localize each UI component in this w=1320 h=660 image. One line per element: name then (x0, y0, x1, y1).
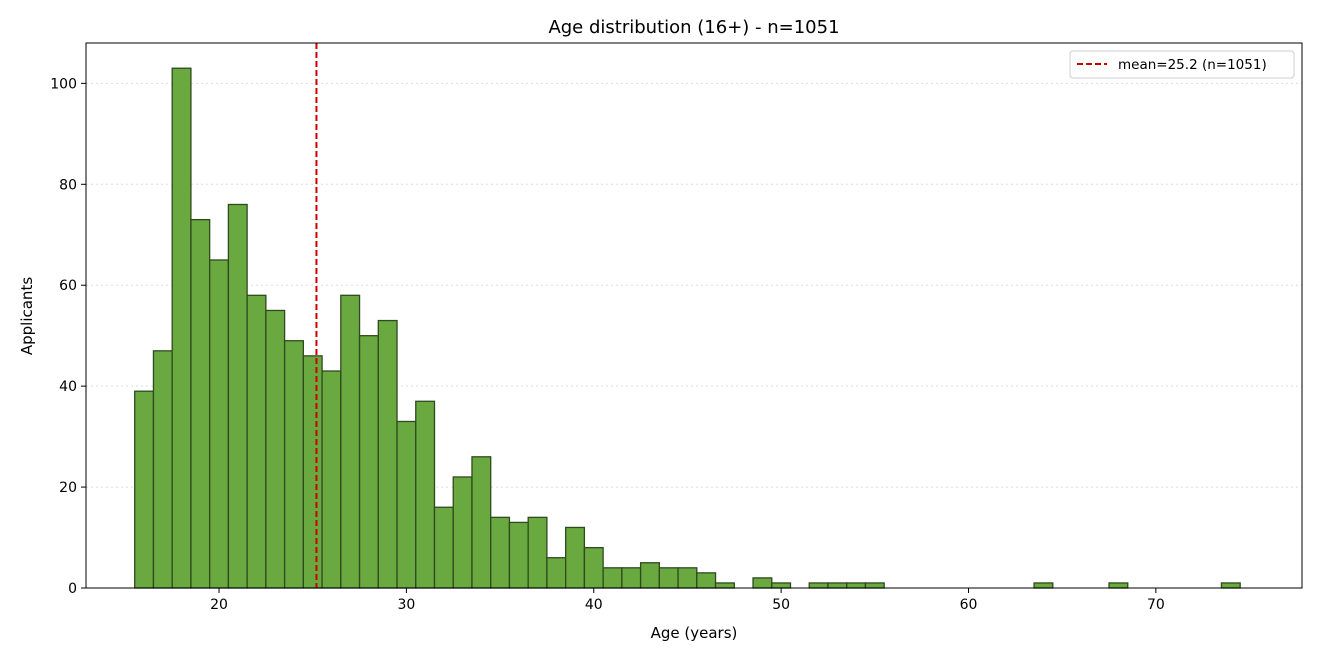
histogram-bar (677, 567, 698, 589)
bars-layer (134, 67, 1241, 589)
y-tick-label: 40 (59, 379, 77, 395)
histogram-bar (527, 516, 548, 589)
x-axis-label: Age (years) (651, 624, 738, 642)
histogram-bar (639, 562, 660, 589)
histogram-bar (302, 355, 323, 589)
histogram-bar (827, 582, 848, 589)
histogram-bar (658, 567, 679, 589)
histogram-bar (565, 526, 586, 589)
histogram-bar (321, 370, 342, 589)
histogram-bar (771, 582, 792, 589)
histogram-bar (846, 582, 867, 589)
histogram-bar (377, 319, 398, 589)
histogram-bar (714, 582, 735, 589)
histogram-bar (508, 521, 529, 589)
histogram-bar (808, 582, 829, 589)
histogram-bar (190, 218, 211, 589)
x-tick-label: 20 (210, 597, 228, 613)
histogram-bar (602, 567, 623, 589)
histogram-bar (209, 259, 230, 589)
x-tick-label: 70 (1147, 597, 1165, 613)
x-axis-ticks: 20 30 40 50 60 70 (210, 588, 1165, 613)
histogram-bar (358, 335, 379, 589)
y-axis-ticks: 0 20 40 60 80 100 (50, 76, 86, 597)
x-tick-label: 60 (960, 597, 978, 613)
x-tick-label: 50 (772, 597, 790, 613)
x-tick-label: 40 (585, 597, 603, 613)
y-tick-label: 60 (59, 278, 77, 294)
histogram-bar (152, 350, 173, 589)
histogram-bar (1033, 582, 1054, 589)
histogram-bar (696, 572, 717, 589)
histogram-bar (1108, 582, 1129, 589)
histogram-bar (490, 516, 511, 589)
y-tick-label: 80 (59, 177, 77, 193)
y-tick-label: 20 (59, 480, 77, 496)
histogram-bar (283, 340, 304, 589)
y-tick-label: 0 (68, 581, 77, 597)
legend-mean-label: mean=25.2 (n=1051) (1118, 57, 1267, 73)
histogram-bar (583, 546, 604, 589)
histogram-bar (546, 557, 567, 589)
histogram-bar (396, 420, 417, 589)
histogram-bar (246, 294, 267, 589)
legend-box (1069, 50, 1295, 79)
histogram-bar (265, 309, 286, 589)
histogram-bar (415, 400, 436, 589)
histogram-bar (134, 390, 155, 589)
legend: mean=25.2 (n=1051) (1069, 50, 1295, 79)
chart-title: Age distribution (16+) - n=1051 (548, 17, 839, 38)
histogram-bar (752, 577, 773, 589)
y-axis-label: Applicants (18, 277, 36, 355)
histogram-bar (864, 582, 885, 589)
histogram-bar (340, 294, 361, 589)
x-tick-label: 30 (397, 597, 415, 613)
histogram-bar (171, 67, 192, 589)
y-tick-label: 100 (50, 76, 77, 92)
histogram-bar (1220, 582, 1241, 589)
plot-frame (85, 42, 1303, 589)
histogram-bar (621, 567, 642, 589)
histogram-bar (227, 203, 248, 589)
histogram-bar (452, 476, 473, 589)
histogram-bar (471, 456, 492, 589)
histogram-bar (433, 506, 454, 589)
